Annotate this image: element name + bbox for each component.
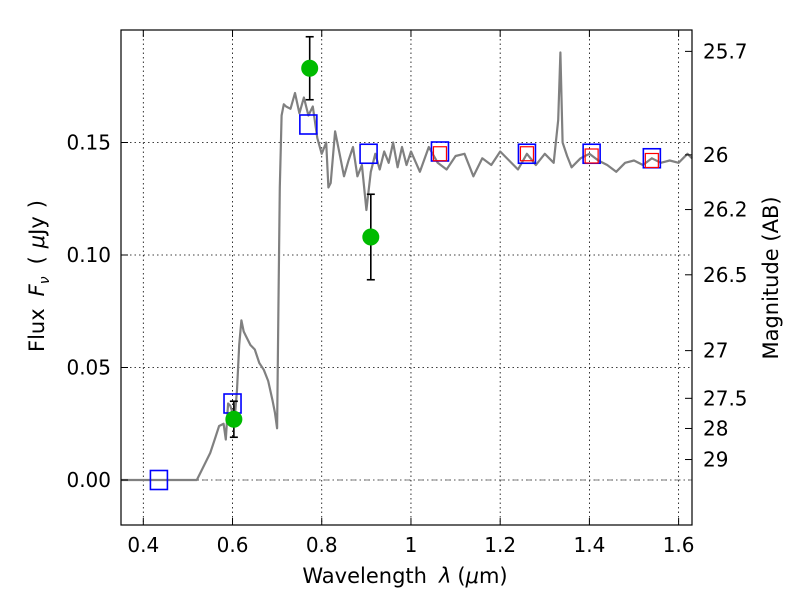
y2-tick-label: 25.7 <box>703 39 748 63</box>
plot-frame <box>120 29 693 526</box>
blue-square-marker <box>359 143 378 165</box>
tick-labels: 0.4 0.6 0.8 1 1.2 1.4 1.6 0.00 0.05 0.10 0.15 25.7 2… <box>66 39 747 557</box>
x-tick-label: 0.4 <box>127 533 159 557</box>
y2-tick-label: 27.5 <box>703 386 748 410</box>
x-axis-label: Wavelength λ (μm) <box>302 564 507 588</box>
red-square-marker <box>519 146 535 162</box>
x-tick-label: 1 <box>405 533 418 557</box>
blue-square-marker <box>299 114 318 135</box>
blue-square-marker <box>149 469 169 491</box>
y-tick-label: 0.10 <box>66 243 111 267</box>
x-tick-label: 1.4 <box>573 533 605 557</box>
x-tick-label: 0.6 <box>217 533 249 557</box>
y2-tick-label: 26.5 <box>703 263 748 287</box>
x-tick-label: 1.6 <box>663 533 695 557</box>
green-circle-marker <box>301 59 319 77</box>
grid <box>121 30 692 525</box>
spectrum-line <box>121 51 693 482</box>
y2-tick-label: 27 <box>703 339 728 363</box>
red-square-marker <box>432 146 448 162</box>
y2-axis-label: Magnitude (AB) <box>759 196 783 359</box>
x-tick-label: 0.8 <box>306 533 338 557</box>
y2-tick-label: 29 <box>703 448 728 472</box>
x-tick-label: 1.2 <box>484 533 516 557</box>
red-square-marker <box>584 148 599 164</box>
y-tick-label: 0.05 <box>66 356 111 380</box>
blue-square-marker <box>517 143 537 165</box>
green-circle-marker <box>225 410 243 428</box>
red-square-marker <box>644 152 659 169</box>
series-layer <box>121 35 693 491</box>
tick-marks <box>121 30 692 525</box>
y2-tick-label: 26 <box>703 143 728 167</box>
y-tick-label: 0.00 <box>66 468 111 492</box>
y-axis-label: FluxFν(μJy) <box>25 200 53 352</box>
green-circle-marker <box>362 228 380 246</box>
y-tick-label: 0.15 <box>66 131 111 155</box>
y2-tick-label: 26.2 <box>703 198 748 222</box>
y2-tick-label: 28 <box>703 416 728 440</box>
